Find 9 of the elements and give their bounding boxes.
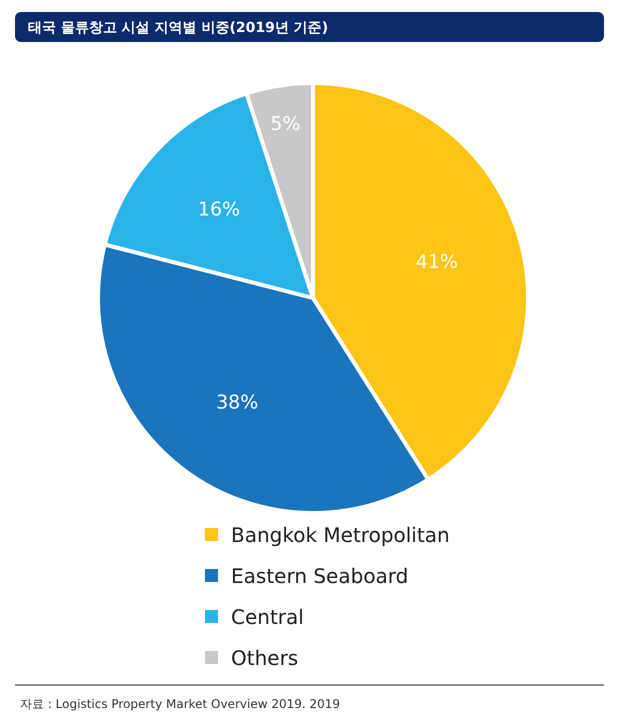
chart-title: 태국 물류창고 시설 지역별 비중(2019년 기준) [28, 20, 328, 36]
text: 자료 : Logistics Property Market Overview 2019. 2019 [20, 697, 340, 711]
data-label: 41% [416, 251, 458, 274]
legend-label: Central [231, 605, 304, 629]
legend-label: Bangkok Metropolitan [231, 523, 450, 547]
legend-label: Others [231, 646, 298, 670]
data-label: 16% [198, 198, 240, 221]
legend-label: Eastern Seaboard [231, 564, 408, 588]
data-label: 38% [216, 391, 258, 414]
